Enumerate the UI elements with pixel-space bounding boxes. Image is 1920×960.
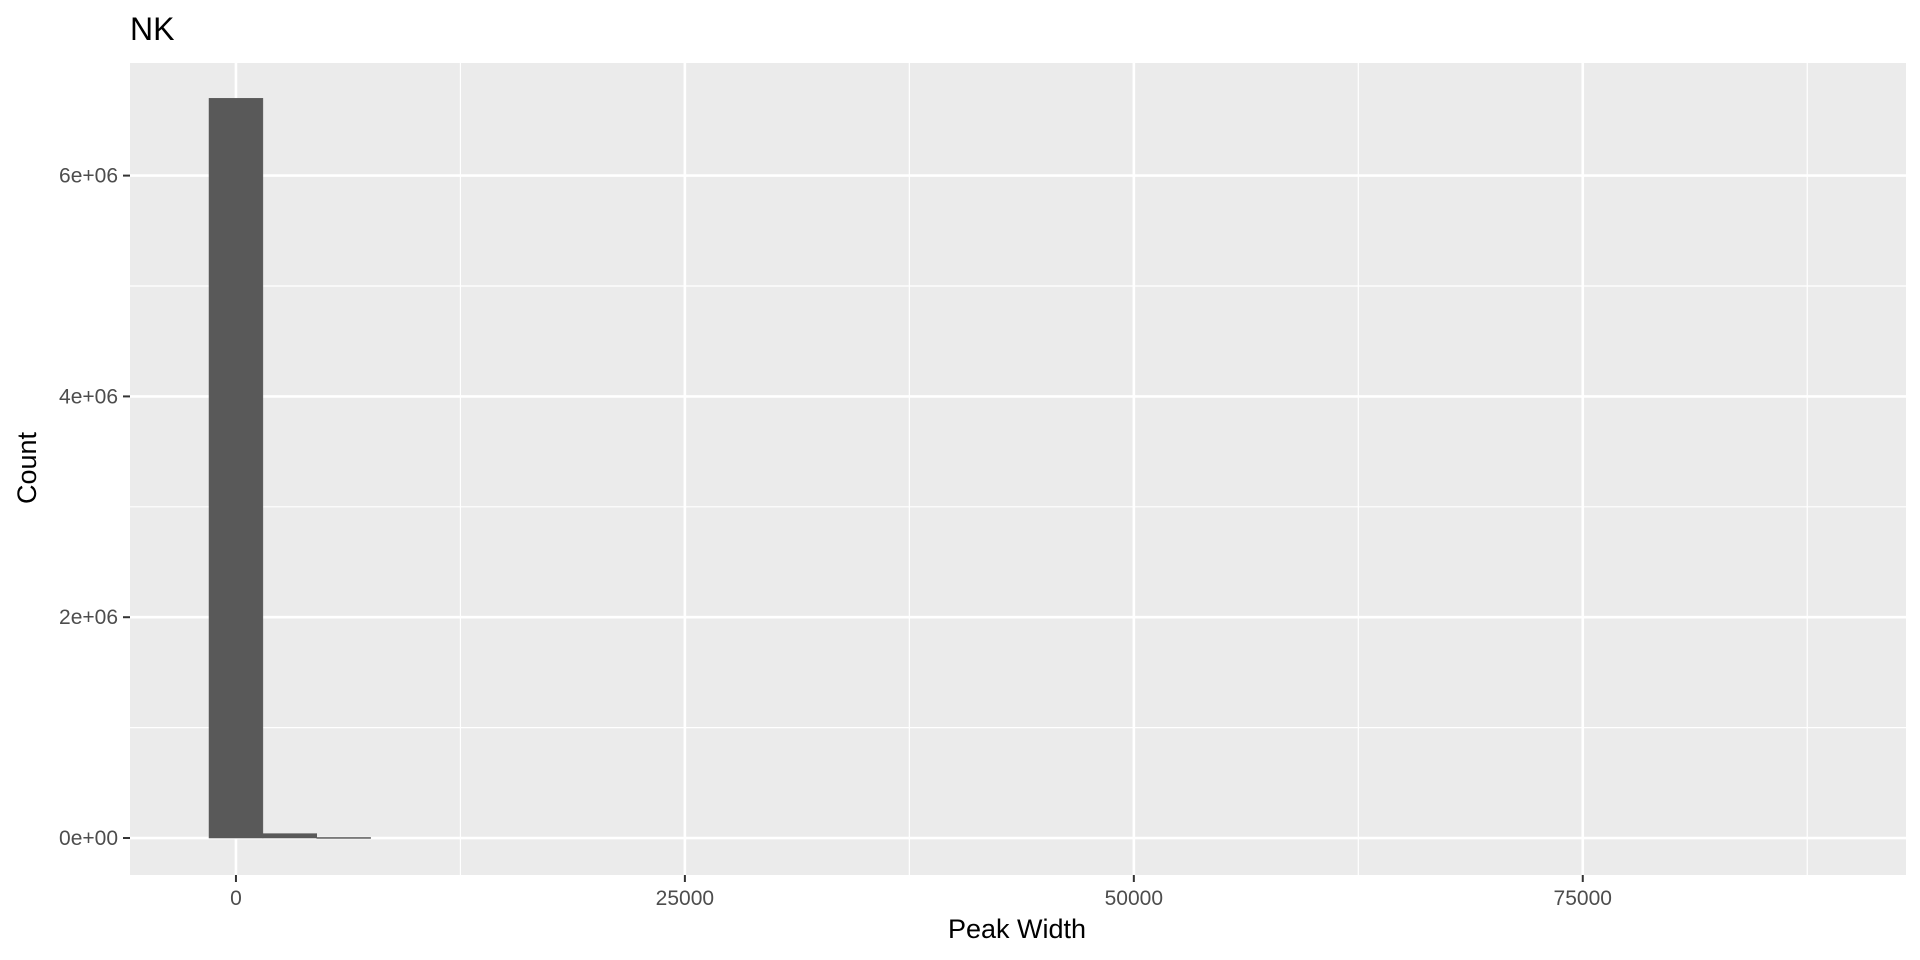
x-tick-label: 50000 — [1105, 887, 1163, 910]
plot-panel — [130, 63, 1906, 875]
y-axis-title: Count — [12, 431, 42, 504]
y-tick-label: 0e+00 — [59, 827, 118, 850]
y-tick-label: 4e+06 — [59, 385, 118, 408]
x-axis: 0 25000 50000 75000 — [230, 875, 1612, 910]
x-tick-label: 25000 — [656, 887, 714, 910]
chart-title: NK — [130, 11, 174, 47]
histogram-bar-2 — [262, 833, 318, 839]
y-axis: 0e+00 2e+06 4e+06 6e+06 — [59, 165, 130, 850]
x-axis-title: Peak Width — [948, 914, 1086, 944]
x-tick-label: 0 — [230, 887, 242, 910]
y-tick-label: 6e+06 — [59, 165, 118, 188]
histogram-bar-1 — [208, 98, 264, 839]
histogram-bar-3 — [316, 837, 371, 839]
x-tick-label: 75000 — [1554, 887, 1612, 910]
histogram-bars — [208, 98, 371, 839]
y-tick-label: 2e+06 — [59, 606, 118, 629]
major-gridlines — [130, 63, 1906, 875]
minor-gridlines — [130, 63, 1906, 875]
